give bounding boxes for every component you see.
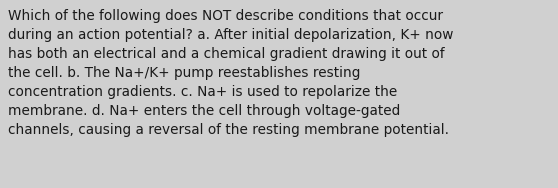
Text: Which of the following does NOT describe conditions that occur
during an action : Which of the following does NOT describe… [8, 9, 454, 137]
